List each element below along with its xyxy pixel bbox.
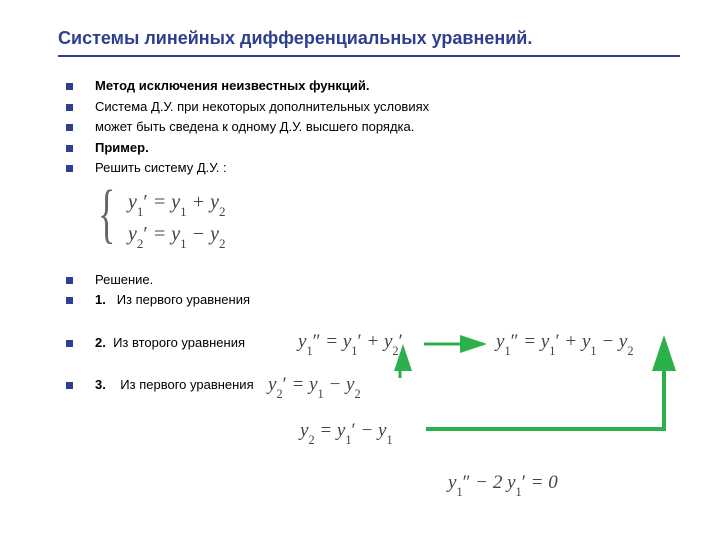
bullet-item: Решить систему Д.У. : (66, 159, 680, 177)
bullet-item: может быть сведена к одному Д.У. высшего… (66, 118, 680, 136)
brace-icon: { (98, 181, 115, 247)
bullet-item: Решение. (66, 271, 680, 289)
bullet-square-icon (66, 104, 73, 111)
bullet-square-icon (66, 165, 73, 172)
step-text: Из первого уравнения (120, 377, 253, 392)
bullet-item: Система Д.У. при некоторых дополнительны… (66, 98, 680, 116)
slide: { "title": "Системы линейных дифференциа… (0, 0, 720, 540)
bullet-text: может быть сведена к одному Д.У. высшего… (95, 118, 414, 136)
equation-step1a: y1″ = y1′ + y2′ (298, 331, 403, 356)
slide-title: Системы линейных дифференциальных уравне… (58, 28, 680, 49)
bullet-list: Метод исключения неизвестных функций. Си… (58, 77, 680, 177)
title-underline (58, 55, 680, 57)
step-number: 2. (95, 335, 106, 350)
bullet-text: Решение. (95, 271, 153, 289)
bullet-item: 1. Из первого уравнения (66, 291, 680, 309)
system-equation-2: y2′ = y1 − y2 (128, 223, 226, 249)
bullet-square-icon (66, 382, 73, 389)
arrow-elbow (422, 345, 682, 435)
step-number: 1. (95, 292, 106, 307)
bullet-text: Система Д.У. при некоторых дополнительны… (95, 98, 429, 116)
arrow-up (388, 352, 412, 380)
bullet-text: Решить систему Д.У. : (95, 159, 227, 177)
bullet-square-icon (66, 277, 73, 284)
bullet-square-icon (66, 124, 73, 131)
bullet-item: Пример. (66, 139, 680, 157)
equation-system: { y1′ = y1 + y2 y2′ = y1 − y2 (98, 185, 680, 257)
bullet-text: Метод исключения неизвестных функций. (95, 77, 369, 95)
equation-step3: y2 = y1′ − y1 (300, 420, 393, 445)
equation-step2: y2′ = y1 − y2 (268, 374, 361, 399)
bullet-text: 1. Из первого уравнения (95, 291, 250, 309)
bullet-text: 2. Из второго уравнения (95, 334, 245, 352)
bullet-text: 3. Из первого уравнения (95, 376, 254, 394)
bullet-text: Пример. (95, 139, 149, 157)
equation-final: y1″ − 2 y1′ = 0 (448, 472, 558, 497)
step-text: Из первого уравнения (117, 292, 250, 307)
bullet-square-icon (66, 297, 73, 304)
step-text: Из второго уравнения (113, 335, 245, 350)
bullet-item: Метод исключения неизвестных функций. (66, 77, 680, 95)
bullet-square-icon (66, 145, 73, 152)
bullet-square-icon (66, 340, 73, 347)
system-equation-1: y1′ = y1 + y2 (128, 191, 226, 217)
bullet-square-icon (66, 83, 73, 90)
step-number: 3. (95, 377, 106, 392)
